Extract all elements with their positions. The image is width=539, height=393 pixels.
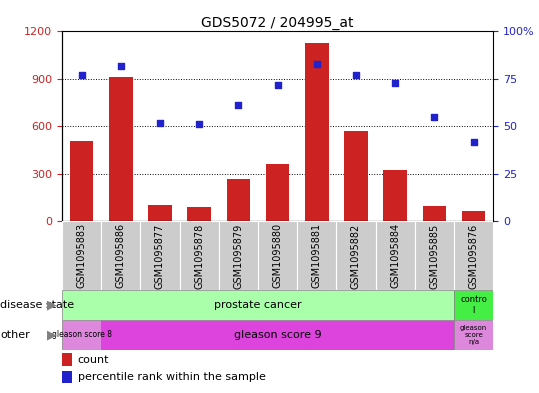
Point bbox=[234, 102, 243, 108]
Text: GSM1095882: GSM1095882 bbox=[351, 223, 361, 288]
Text: GSM1095881: GSM1095881 bbox=[312, 223, 322, 288]
Text: count: count bbox=[78, 354, 109, 365]
Bar bbox=[344, 131, 368, 221]
Text: gleason
score
n/a: gleason score n/a bbox=[460, 325, 487, 345]
Bar bbox=[109, 77, 133, 221]
Point bbox=[313, 61, 321, 67]
Text: other: other bbox=[0, 330, 30, 340]
Point bbox=[156, 119, 164, 126]
Bar bbox=[336, 221, 376, 290]
Bar bbox=[423, 206, 446, 221]
Bar bbox=[188, 207, 211, 221]
Text: GSM1095885: GSM1095885 bbox=[430, 223, 439, 288]
Bar bbox=[258, 221, 297, 290]
Bar bbox=[62, 221, 101, 290]
Text: percentile rank within the sample: percentile rank within the sample bbox=[78, 372, 265, 382]
Point bbox=[77, 72, 86, 78]
Bar bbox=[376, 221, 415, 290]
Text: GSM1095880: GSM1095880 bbox=[273, 223, 282, 288]
Text: GSM1095876: GSM1095876 bbox=[468, 223, 479, 288]
Text: gleason score 9: gleason score 9 bbox=[234, 330, 321, 340]
Bar bbox=[179, 221, 219, 290]
Bar bbox=[62, 290, 454, 320]
Text: GSM1095886: GSM1095886 bbox=[116, 223, 126, 288]
Text: prostate cancer: prostate cancer bbox=[214, 300, 302, 310]
Text: GSM1095879: GSM1095879 bbox=[233, 223, 244, 288]
Bar bbox=[462, 211, 485, 221]
Bar bbox=[101, 221, 140, 290]
Text: disease state: disease state bbox=[0, 300, 74, 310]
Bar bbox=[140, 221, 179, 290]
Point bbox=[273, 81, 282, 88]
Text: ▶: ▶ bbox=[47, 298, 57, 312]
Title: GDS5072 / 204995_at: GDS5072 / 204995_at bbox=[202, 17, 354, 30]
Bar bbox=[383, 170, 407, 221]
Bar bbox=[219, 221, 258, 290]
Bar bbox=[62, 353, 72, 365]
Bar bbox=[297, 221, 336, 290]
Bar bbox=[454, 290, 493, 320]
Text: GSM1095883: GSM1095883 bbox=[77, 223, 87, 288]
Text: GSM1095884: GSM1095884 bbox=[390, 223, 400, 288]
Bar bbox=[226, 179, 250, 221]
Bar bbox=[62, 320, 101, 350]
Point bbox=[430, 114, 439, 120]
Bar bbox=[454, 221, 493, 290]
Point bbox=[469, 138, 478, 145]
Text: gleason score 8: gleason score 8 bbox=[52, 331, 112, 339]
Point bbox=[391, 79, 399, 86]
Text: GSM1095878: GSM1095878 bbox=[194, 223, 204, 288]
Bar bbox=[266, 164, 289, 221]
Text: ▶: ▶ bbox=[47, 328, 57, 342]
Bar bbox=[305, 42, 329, 221]
Bar bbox=[415, 221, 454, 290]
Bar bbox=[62, 371, 72, 384]
Text: GSM1095877: GSM1095877 bbox=[155, 223, 165, 289]
Point bbox=[116, 62, 125, 69]
Point bbox=[351, 72, 360, 78]
Bar bbox=[148, 206, 172, 221]
Point bbox=[195, 121, 204, 128]
Text: contro
l: contro l bbox=[460, 295, 487, 315]
Bar bbox=[101, 320, 454, 350]
Bar bbox=[454, 320, 493, 350]
Bar bbox=[70, 141, 93, 221]
